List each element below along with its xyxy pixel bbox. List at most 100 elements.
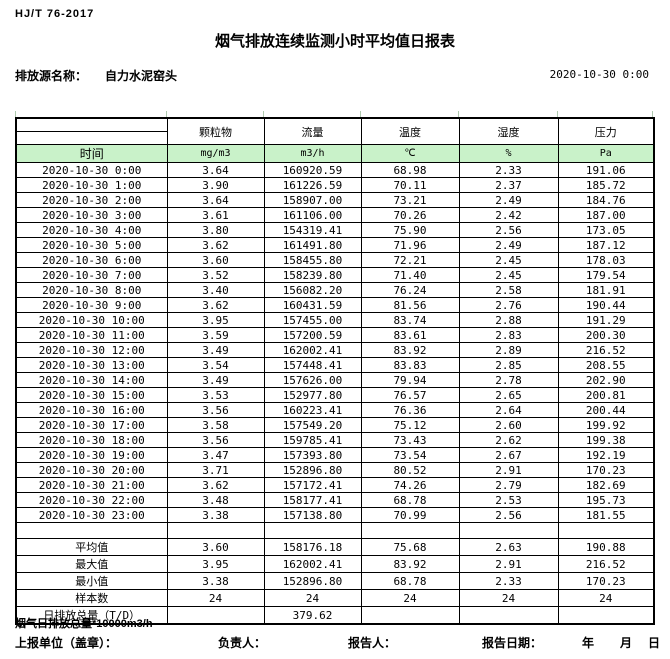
value-cell-flow: 157549.20 [263, 417, 362, 433]
value-cell-particulate: 3.62 [166, 477, 265, 493]
report-datetime: 2020-10-30 0:00 [549, 68, 649, 81]
summary-label-maximum: 最大值 [15, 555, 168, 573]
value-cell-flow: 158177.41 [263, 492, 362, 508]
value-cell-pressure: 187.00 [557, 207, 655, 223]
column-tick [458, 111, 459, 117]
value-cell-particulate: 3.64 [166, 192, 265, 208]
summary-value-pressure: 190.88 [557, 538, 655, 556]
value-cell-humidity: 2.88 [458, 312, 559, 328]
table-row: 2020-10-30 15:00 3.53 152977.80 76.57 2.65 20… [15, 387, 655, 403]
table-row: 2020-10-30 4:00 3.80 154319.41 75.90 2.56 173… [15, 222, 655, 238]
value-cell-temperature: 81.56 [360, 297, 460, 313]
value-cell-pressure: 208.55 [557, 357, 655, 373]
time-cell: 2020-10-30 6:00 [15, 252, 168, 268]
value-cell-temperature: 75.90 [360, 222, 460, 238]
summary-row-daily-total: 日排放总量（T/D） 379.62 [15, 606, 655, 625]
summary-value-pressure: 24 [557, 589, 655, 607]
summary-value-flow: 158176.18 [263, 538, 362, 556]
total-emission-note: 烟气日排放总量*10000m3/h [15, 618, 153, 630]
summary-row-maximum: 最大值 3.95 162002.41 83.92 2.91 216.52 [15, 555, 655, 573]
value-cell-humidity: 2.49 [458, 237, 559, 253]
time-cell: 2020-10-30 0:00 [15, 162, 168, 178]
value-cell-temperature: 71.40 [360, 267, 460, 283]
summary-row-minimum: 最小值 3.38 152896.80 68.78 2.33 170.23 [15, 572, 655, 590]
summary-label-sample-count: 样本数 [15, 589, 168, 607]
summary-label-average: 平均值 [15, 538, 168, 556]
value-cell-pressure: 179.54 [557, 267, 655, 283]
value-cell-temperature: 83.61 [360, 327, 460, 343]
value-cell-particulate: 3.90 [166, 177, 265, 193]
column-header-humidity: 湿度 [458, 117, 559, 145]
value-cell-temperature: 72.21 [360, 252, 460, 268]
summary-value-particulate: 3.60 [166, 538, 265, 556]
time-cell: 2020-10-30 9:00 [15, 297, 168, 313]
value-cell-temperature: 70.99 [360, 507, 460, 523]
value-cell-humidity: 2.76 [458, 297, 559, 313]
time-cell: 2020-10-30 5:00 [15, 237, 168, 253]
gap-cell [263, 522, 362, 539]
value-cell-humidity: 2.62 [458, 432, 559, 448]
summary-value-temperature: 24 [360, 589, 460, 607]
value-cell-humidity: 2.37 [458, 177, 559, 193]
value-cell-temperature: 76.57 [360, 387, 460, 403]
time-cell: 2020-10-30 14:00 [15, 372, 168, 388]
column-tick [557, 111, 558, 117]
table-row: 2020-10-30 14:00 3.49 157626.00 79.94 2.78 20… [15, 372, 655, 388]
time-cell: 2020-10-30 8:00 [15, 282, 168, 298]
value-cell-temperature: 70.11 [360, 177, 460, 193]
value-cell-flow: 162002.41 [263, 342, 362, 358]
time-cell: 2020-10-30 16:00 [15, 402, 168, 418]
summary-value-humidity: 2.33 [458, 572, 559, 590]
value-cell-pressure: 185.72 [557, 177, 655, 193]
value-cell-pressure: 200.81 [557, 387, 655, 403]
value-cell-flow: 156082.20 [263, 282, 362, 298]
summary-value-flow: 24 [263, 589, 362, 607]
summary-value-humidity: 24 [458, 589, 559, 607]
value-cell-particulate: 3.64 [166, 162, 265, 178]
summary-value-temperature: 68.78 [360, 572, 460, 590]
value-cell-pressure: 181.55 [557, 507, 655, 523]
unit-row: 时间 mg/m3 m3/h ℃% Pa [15, 144, 655, 163]
time-header: 时间 [15, 144, 168, 163]
value-cell-pressure: 173.05 [557, 222, 655, 238]
time-cell: 2020-10-30 18:00 [15, 432, 168, 448]
value-cell-humidity: 2.83 [458, 327, 559, 343]
column-header-pressure: 压力 [557, 117, 655, 145]
summary-value-flow: 379.62 [263, 606, 362, 625]
value-cell-flow: 161106.00 [263, 207, 362, 223]
table-row: 2020-10-30 6:00 3.60 158455.80 72.21 2.45 178… [15, 252, 655, 268]
report-date-label: 报告日期： [482, 636, 543, 650]
value-cell-temperature: 79.94 [360, 372, 460, 388]
value-cell-particulate: 3.49 [166, 342, 265, 358]
table-row: 2020-10-30 20:00 3.71 152896.80 80.52 2.91 17… [15, 462, 655, 478]
signature-row: 上报单位（盖章）： 负责人： 报告人： 报告日期： 年 月 日 [0, 634, 670, 652]
unit-particulate: mg/m3 [166, 144, 265, 163]
source-label: 排放源名称： [15, 69, 88, 83]
value-cell-flow: 157393.80 [263, 447, 362, 463]
table-row: 2020-10-30 19:00 3.47 157393.80 73.54 2.67 19… [15, 447, 655, 463]
column-header-flow: 流量 [263, 117, 362, 145]
value-cell-pressure: 170.23 [557, 462, 655, 478]
value-cell-humidity: 2.85 [458, 357, 559, 373]
value-cell-particulate: 3.47 [166, 447, 265, 463]
column-tick [15, 111, 16, 117]
summary-value-flow: 162002.41 [263, 555, 362, 573]
value-cell-humidity: 2.45 [458, 252, 559, 268]
value-cell-temperature: 76.36 [360, 402, 460, 418]
value-cell-particulate: 3.52 [166, 267, 265, 283]
value-cell-flow: 160431.59 [263, 297, 362, 313]
value-cell-temperature: 73.43 [360, 432, 460, 448]
unit-temperature: ℃ [360, 144, 460, 163]
value-cell-flow: 158239.80 [263, 267, 362, 283]
value-cell-humidity: 2.56 [458, 222, 559, 238]
table-row: 2020-10-30 0:00 3.64 160920.59 68.98 2.33 191… [15, 162, 655, 178]
time-cell: 2020-10-30 3:00 [15, 207, 168, 223]
value-cell-particulate: 3.61 [166, 207, 265, 223]
value-cell-temperature: 68.98 [360, 162, 460, 178]
value-cell-flow: 159785.41 [263, 432, 362, 448]
value-cell-flow: 158907.00 [263, 192, 362, 208]
value-cell-particulate: 3.38 [166, 507, 265, 523]
month-label: 月 [620, 636, 633, 650]
value-cell-flow: 161226.59 [263, 177, 362, 193]
